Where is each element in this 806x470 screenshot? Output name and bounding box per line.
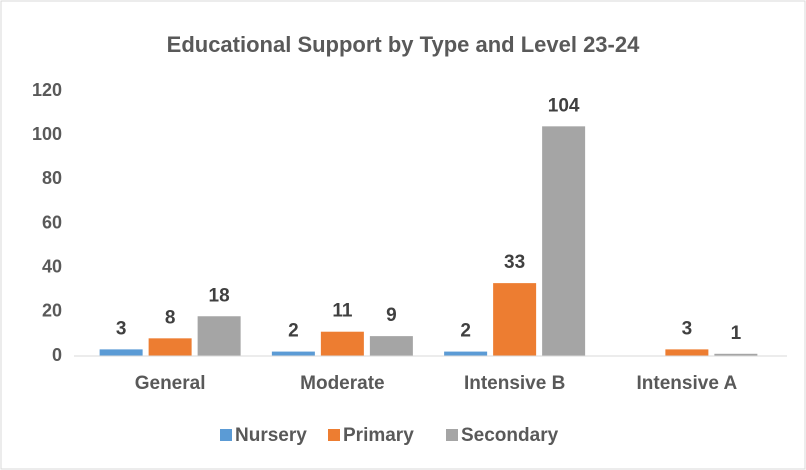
legend-label: Secondary: [461, 425, 559, 446]
legend-label: Primary: [343, 425, 414, 446]
y-tick-label: 20: [42, 301, 62, 321]
data-label: 18: [209, 285, 230, 306]
bar: [714, 353, 758, 356]
data-label: 104: [548, 95, 580, 116]
bar: [271, 351, 315, 356]
data-label: 33: [504, 252, 525, 273]
data-label: 11: [332, 301, 353, 322]
y-tick-label: 60: [42, 212, 62, 232]
bar: [99, 349, 143, 356]
bar: [148, 338, 192, 356]
y-tick-label: 120: [32, 80, 62, 100]
legend-label: Nursery: [235, 425, 307, 446]
data-label: 2: [460, 321, 471, 342]
bar: [369, 336, 413, 356]
bar: [665, 349, 709, 356]
legend-swatch: [328, 429, 340, 441]
data-label: 3: [682, 318, 693, 339]
chart-title: Educational Support by Type and Level 23…: [167, 32, 640, 57]
bar: [542, 126, 586, 356]
data-label: 1: [731, 323, 742, 344]
x-tick-label: Moderate: [300, 373, 384, 394]
x-tick-label: Intensive A: [637, 373, 738, 394]
y-tick-label: 100: [32, 124, 62, 144]
bar: [493, 283, 537, 356]
data-label: 2: [288, 321, 299, 342]
data-label: 8: [165, 307, 176, 328]
data-label: 3: [116, 318, 127, 339]
legend-swatch: [220, 429, 232, 441]
y-tick-label: 80: [42, 168, 62, 188]
bar: [444, 351, 488, 356]
bar: [197, 316, 241, 356]
x-tick-label: Intensive B: [464, 373, 565, 394]
legend-swatch: [446, 429, 458, 441]
bar: [320, 331, 364, 356]
y-tick-label: 40: [42, 256, 62, 276]
y-tick-label: 0: [52, 345, 62, 365]
x-tick-label: General: [135, 373, 206, 394]
data-label: 9: [386, 305, 397, 326]
